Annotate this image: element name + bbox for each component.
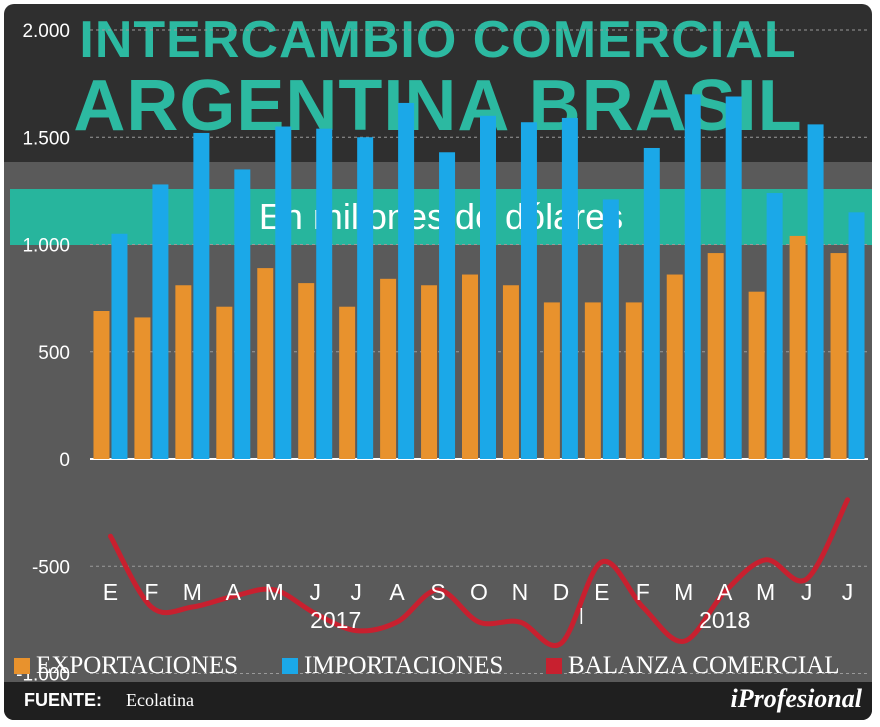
legend-item-exports: EXPORTACIONES xyxy=(14,651,238,681)
legend-item-balance: BALANZA COMERCIAL xyxy=(546,651,840,681)
bar-imports xyxy=(643,147,660,459)
x-tick-label: M xyxy=(265,579,284,605)
bar-exports xyxy=(134,317,151,459)
brand-logo: iProfesional xyxy=(730,684,862,713)
legend-swatch-balance xyxy=(546,658,562,674)
legend-swatch-exports xyxy=(14,658,30,674)
bar-imports xyxy=(275,126,292,460)
x-tick-label: M xyxy=(674,579,693,605)
legend-label-exports: EXPORTACIONES xyxy=(36,652,239,679)
legend-swatch-imports xyxy=(282,658,298,674)
bar-imports xyxy=(520,122,537,460)
title-line-1: INTERCAMBIO COMERCIAL xyxy=(79,11,797,69)
x-tick-label: J xyxy=(801,579,813,605)
bar-exports xyxy=(462,274,478,459)
bar-exports xyxy=(707,253,724,459)
bar-imports xyxy=(766,193,783,459)
bar-exports xyxy=(666,274,683,459)
x-tick-label: E xyxy=(594,579,609,605)
x-tick-label: A xyxy=(389,579,405,605)
x-tick-label: J xyxy=(842,579,854,605)
y-tick-label: 1.500 xyxy=(22,128,70,149)
x-tick-label: F xyxy=(144,579,158,605)
legend-item-imports: IMPORTACIONES xyxy=(282,651,503,681)
balance-line xyxy=(107,497,851,649)
bar-exports xyxy=(298,283,315,459)
y-tick-label: 500 xyxy=(38,343,70,364)
bar-exports xyxy=(502,285,519,459)
x-tick-label: E xyxy=(103,579,118,605)
x-tick-label: D xyxy=(553,579,570,605)
source-label: FUENTE: xyxy=(24,690,102,710)
bar-imports xyxy=(561,117,578,459)
bar-exports xyxy=(93,310,110,459)
legend-label-imports: IMPORTACIONES xyxy=(304,652,504,679)
x-tick-label: N xyxy=(512,579,529,605)
x-tick-label: A xyxy=(226,579,242,605)
bar-imports xyxy=(725,96,742,460)
bar-imports xyxy=(807,124,824,459)
bar-exports xyxy=(380,278,397,459)
bar-exports xyxy=(339,306,356,459)
x-tick-label: A xyxy=(717,579,733,605)
year-label: 2017 xyxy=(310,607,361,633)
y-tick-label: 0 xyxy=(59,450,70,471)
bar-exports xyxy=(748,291,765,459)
y-tick-label: -500 xyxy=(32,557,70,578)
infographic-frame: INTERCAMBIO COMERCIAL ARGENTINA BRASIL E… xyxy=(4,4,872,720)
footer: FUENTE: Ecolatina iProfesional xyxy=(4,682,872,720)
x-tick-label: O xyxy=(470,579,488,605)
bar-imports xyxy=(439,152,456,459)
bar-imports xyxy=(848,212,865,459)
bar-exports xyxy=(216,306,233,459)
bar-exports xyxy=(584,302,601,459)
bar-exports xyxy=(421,285,438,459)
y-tick-label: 2.000 xyxy=(22,21,70,42)
x-tick-label: J xyxy=(309,579,321,605)
title-line-2: ARGENTINA BRASIL xyxy=(73,66,803,146)
bars-layer xyxy=(93,94,865,460)
bar-imports xyxy=(398,102,415,460)
x-tick-label: J xyxy=(350,579,362,605)
bar-imports xyxy=(234,169,251,460)
bar-exports xyxy=(543,302,560,459)
bar-imports xyxy=(602,199,619,459)
x-tick-label: M xyxy=(183,579,202,605)
legend: EXPORTACIONES IMPORTACIONES BALANZA COME… xyxy=(14,651,872,681)
bar-imports xyxy=(193,132,210,459)
year-label: 2018 xyxy=(699,607,750,633)
bar-imports xyxy=(480,115,496,460)
balance-line-layer xyxy=(107,497,851,649)
y-tick-label: 1.000 xyxy=(22,236,70,257)
bar-imports xyxy=(152,184,169,459)
bar-exports xyxy=(257,268,274,459)
x-tick-label: S xyxy=(430,579,445,605)
bar-imports xyxy=(316,128,333,460)
x-tick-label: F xyxy=(636,579,650,605)
bar-exports xyxy=(830,253,847,459)
bar-exports xyxy=(789,235,806,459)
bar-exports xyxy=(625,302,642,459)
bar-imports xyxy=(357,137,374,459)
bar-imports xyxy=(111,233,128,459)
bar-imports xyxy=(684,94,701,459)
legend-label-balance: BALANZA COMERCIAL xyxy=(568,652,840,679)
x-tick-label: M xyxy=(756,579,775,605)
bar-exports xyxy=(175,285,192,459)
source-value: Ecolatina xyxy=(126,690,194,710)
